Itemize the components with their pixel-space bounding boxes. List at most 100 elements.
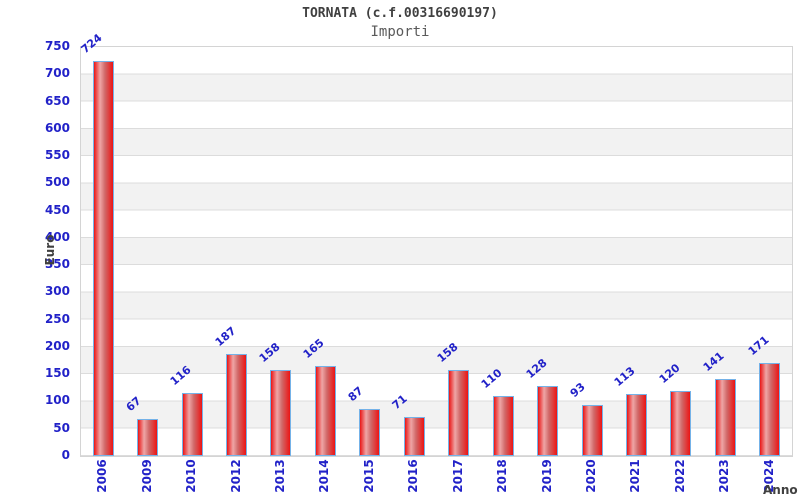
bar-2018 — [492, 396, 514, 456]
bar-2017 — [448, 369, 470, 456]
y-tick-label: 100 — [44, 393, 70, 408]
bar-value-label: 110 — [478, 366, 505, 392]
bar-value-label: 165 — [301, 336, 328, 362]
bar-2006 — [92, 61, 114, 456]
bar-2024 — [759, 362, 781, 456]
bar-slot: 128 — [523, 47, 569, 456]
y-tick-label: 750 — [44, 39, 70, 53]
x-slot: 2021 — [613, 457, 657, 499]
x-slot: 2006 — [80, 457, 124, 499]
y-tick-label: 250 — [44, 311, 70, 326]
bar-2014 — [314, 366, 336, 456]
bar-2013 — [270, 369, 292, 456]
bar-slot: 171 — [745, 47, 792, 456]
bar-slot: 141 — [700, 47, 747, 456]
bar-slot: 158 — [434, 47, 481, 456]
bar-2023 — [714, 379, 736, 456]
y-tick-label: 150 — [44, 366, 70, 381]
x-tick-label: 2006 — [95, 459, 110, 493]
bar-slot: 93 — [567, 47, 614, 456]
x-slot: 2016 — [391, 457, 435, 499]
x-axis: 2006 2009 2010 2012 2013 2014 2015 2016 2017 2018… — [80, 457, 791, 499]
x-slot: 2017 — [436, 457, 480, 499]
x-tick-label: 2016 — [406, 459, 421, 493]
y-tick-label: 0 — [61, 448, 70, 462]
y-tick-label: 450 — [44, 202, 70, 217]
x-slot: 2019 — [524, 457, 568, 499]
bar-value-label: 187 — [212, 324, 239, 350]
bar-slot: 71 — [389, 47, 436, 456]
bar-value-label: 171 — [745, 333, 772, 358]
x-tick-label: 2018 — [495, 459, 510, 493]
bar-slot: 87 — [345, 47, 392, 456]
bar-value-label: 141 — [700, 349, 727, 375]
y-tick-label: 500 — [44, 175, 70, 190]
x-slot: 2010 — [169, 457, 213, 499]
x-slot: 2020 — [569, 457, 613, 499]
x-tick-label: 2023 — [717, 459, 732, 493]
bar-value-label: 158 — [256, 340, 283, 365]
bar-2020 — [581, 405, 603, 456]
bar-slot: 116 — [167, 47, 214, 456]
x-slot: 2015 — [347, 457, 391, 499]
plot-area: 724 67 116 187 158 165 87 71 158 110 128 93 113 120 14… — [79, 31, 793, 457]
bar-2012 — [226, 354, 248, 456]
bar-2016 — [403, 417, 425, 456]
y-tick-label: 50 — [53, 420, 70, 435]
y-tick-label: 350 — [44, 257, 70, 272]
y-tick-label: 700 — [44, 66, 70, 81]
x-slot: 2023 — [702, 457, 746, 499]
x-slot: 2018 — [480, 457, 524, 499]
y-axis: 0 50 100 150 200 250 300 350 400 450 500 550 600 650 7… — [0, 39, 74, 462]
bar-value-label: 113 — [612, 364, 639, 390]
x-tick-label: 2012 — [228, 459, 243, 493]
bar-2015 — [359, 408, 381, 456]
x-tick-label: 2021 — [628, 459, 643, 493]
x-tick-label: 2009 — [139, 459, 154, 493]
y-tick-label: 200 — [44, 338, 70, 353]
plot-background-bands — [81, 47, 792, 456]
bar-2021 — [625, 394, 647, 456]
x-slot: 2022 — [658, 457, 702, 499]
bar-2019 — [537, 386, 559, 456]
bar-value-label: 120 — [656, 360, 683, 386]
x-tick-label: 2017 — [450, 459, 465, 493]
chart-subtitle: Importi — [370, 24, 430, 40]
y-tick-label: 550 — [44, 148, 70, 163]
x-slot: 2009 — [124, 457, 168, 499]
bar-slot: 724 — [79, 31, 125, 456]
bar-slot: 110 — [478, 47, 525, 456]
x-tick-label: 2020 — [584, 459, 599, 493]
x-slot: 2012 — [213, 457, 257, 499]
bars-container: 724 67 116 187 158 165 87 71 158 110 128 93 113 120 14… — [79, 31, 792, 456]
bar-slot: 158 — [256, 47, 303, 456]
chart-title: TORNATA (c.f.00316690197) — [302, 6, 498, 21]
bar-value-label: 67 — [123, 394, 144, 415]
x-tick-label: 2010 — [184, 459, 199, 493]
bar-slot: 113 — [612, 47, 658, 456]
x-tick-label: 2015 — [361, 459, 376, 493]
x-axis-title: Anno — [763, 483, 798, 497]
bar-2010 — [181, 392, 203, 456]
y-tick-label: 400 — [44, 229, 70, 244]
bar-slot: 187 — [212, 47, 258, 456]
bar-value-label: 158 — [434, 340, 461, 365]
x-slot: 2014 — [302, 457, 346, 499]
bar-value-label: 71 — [389, 392, 411, 413]
x-tick-label: 2014 — [317, 459, 332, 493]
x-tick-label: 2019 — [539, 459, 554, 493]
bar-value-label: 87 — [345, 383, 366, 404]
y-axis-title: Euro — [43, 234, 57, 266]
y-tick-label: 300 — [44, 284, 70, 299]
x-tick-label: 2013 — [272, 459, 287, 493]
bar-slot: 165 — [301, 47, 347, 456]
bar-value-label: 116 — [167, 363, 194, 388]
x-tick-label: 2022 — [672, 459, 687, 493]
bar-value-label: 93 — [567, 380, 588, 401]
bar-slot: 67 — [123, 47, 169, 456]
bar-2022 — [670, 390, 692, 456]
bar-slot: 120 — [656, 47, 703, 456]
bar-2009 — [137, 419, 159, 456]
y-tick-label: 600 — [44, 120, 70, 135]
